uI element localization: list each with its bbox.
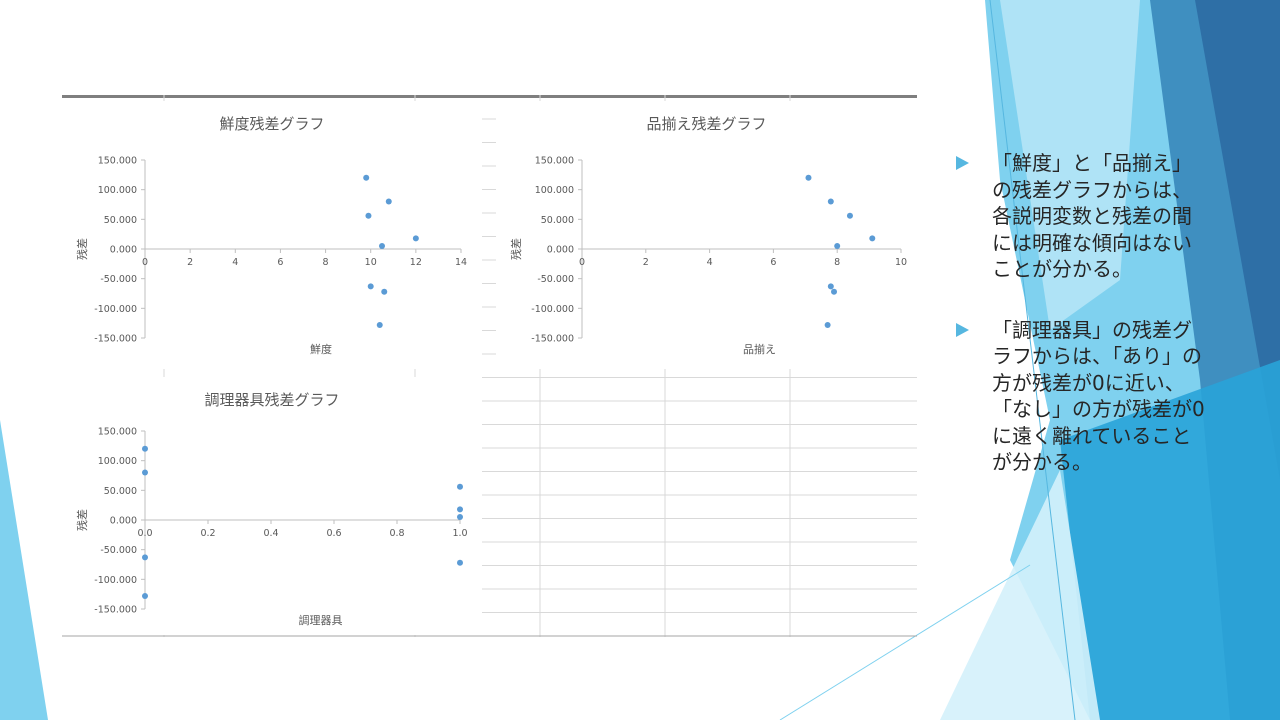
data-point (385, 198, 392, 205)
data-point (379, 243, 385, 250)
chart-title: 調理器具残差グラフ (204, 391, 340, 409)
x-axis-title: 調理器具 (299, 613, 343, 627)
data-point (457, 559, 463, 566)
x-tick-label: 0.0 (137, 528, 152, 539)
y-tick-label: -50.000 (100, 545, 137, 556)
y-tick-label: 150.000 (98, 156, 137, 167)
data-point (827, 283, 834, 290)
x-tick-label: 0.4 (263, 528, 278, 539)
x-tick-label: 6 (770, 257, 776, 268)
y-tick-label: 100.000 (98, 456, 137, 467)
triangle-bullet-icon (956, 156, 969, 170)
x-tick-label: 8 (323, 257, 329, 268)
y-tick-label: 100.000 (98, 185, 137, 196)
y-tick-label: 0.000 (110, 245, 137, 256)
x-tick-label: 14 (455, 257, 467, 268)
data-point (142, 469, 148, 476)
y-tick-label: 150.000 (535, 156, 574, 167)
data-point (834, 243, 841, 250)
x-axis-title: 鮮度 (310, 342, 332, 356)
data-point (457, 483, 463, 490)
decor-shape-left (0, 420, 48, 720)
chart-plot: 150.000 100.000 50.000 0.000 -50.000 -100.000… (75, 427, 468, 628)
x-tick-label: 8 (834, 257, 840, 268)
data-point (412, 235, 419, 242)
y-tick-label: 50.000 (104, 486, 137, 497)
data-point (142, 445, 148, 452)
x-tick-label: 0.8 (389, 528, 404, 539)
y-tick-label: -100.000 (531, 304, 574, 315)
data-point (142, 554, 148, 561)
x-tick-label: 4 (232, 257, 238, 268)
x-tick-label: 2 (187, 257, 193, 268)
y-tick-label: -50.000 (537, 274, 574, 285)
x-tick-label: 0.2 (200, 528, 215, 539)
data-point (367, 283, 374, 290)
decor-shape-pale (1000, 0, 1140, 330)
decor-shape-mid (1060, 360, 1280, 720)
y-tick-label: -100.000 (94, 304, 137, 315)
x-tick-label: 10 (365, 257, 377, 268)
x-tick-label: 0.6 (326, 528, 341, 539)
cookware-residual-chart[interactable]: 調理器具残差グラフ 150.000 100.000 50.000 0.000 -50.0… (62, 377, 482, 635)
bullet-text: 「調理器具」の残差グラフからは、「あり」の方が残差が0に近い、「なし」の方が残差… (992, 317, 1205, 475)
assortment-residual-chart[interactable]: 品揃え残差グラフ 150.000 100.000 50.000 0.000 -50.00… (496, 101, 917, 369)
data-point (363, 174, 370, 181)
data-point (846, 212, 853, 219)
x-tick-label: 2 (643, 257, 649, 268)
bullet-item: 「調理器具」の残差グラフからは、「あり」の方が残差が0に近い、「なし」の方が残差… (956, 317, 1206, 476)
x-tick-label: 1.0 (452, 528, 467, 539)
y-tick-label: -150.000 (94, 605, 137, 616)
triangle-bullet-icon (956, 322, 969, 337)
bullet-item: 「鮮度」と「品揃え」の残差グラフからは、各説明変数と残差の間には明確な傾向はない… (956, 150, 1206, 283)
data-point (457, 506, 463, 513)
data-point (805, 174, 812, 181)
decor-shape-darkest (1195, 0, 1280, 480)
data-point (365, 212, 372, 219)
x-axis-title: 品揃え (743, 343, 776, 356)
decor-line (989, 0, 1076, 720)
y-tick-label: 50.000 (541, 215, 574, 226)
chart-title: 品揃え残差グラフ (646, 115, 767, 133)
y-tick-label: -50.000 (100, 274, 137, 285)
spreadsheet-area: 鮮度残差グラフ 150.000 100.000 50.000 0.000 -50.000… (62, 95, 917, 637)
decor-shape-bottom (940, 470, 1100, 720)
x-tick-label: 12 (410, 257, 422, 268)
chart-plot: 150.000 100.000 50.000 0.000 -50.000 -100.000… (509, 156, 907, 357)
y-tick-label: 0.000 (547, 245, 574, 256)
x-tick-label: 0 (142, 257, 148, 268)
y-tick-label: 150.000 (98, 427, 137, 438)
bullet-text: 「鮮度」と「品揃え」の残差グラフからは、各説明変数と残差の間には明確な傾向はない… (992, 151, 1192, 281)
bullet-list: 「鮮度」と「品揃え」の残差グラフからは、各説明変数と残差の間には明確な傾向はない… (956, 150, 1206, 510)
data-point (824, 321, 831, 328)
x-tick-label: 10 (895, 257, 907, 268)
y-tick-label: -150.000 (531, 334, 574, 345)
data-point (142, 592, 148, 599)
chart-plot: 150.000 100.000 50.000 0.000 -50.000 -100.000… (75, 156, 467, 357)
y-tick-label: 100.000 (535, 185, 574, 196)
y-axis-title: 残差 (75, 509, 89, 531)
x-tick-label: 6 (277, 257, 283, 268)
data-point (827, 198, 834, 205)
data-point (381, 288, 388, 295)
data-point (869, 235, 876, 242)
data-point (457, 514, 463, 521)
decor-line (779, 564, 1031, 720)
x-tick-label: 4 (707, 257, 713, 268)
y-tick-label: -100.000 (94, 575, 137, 586)
y-axis-title: 残差 (509, 238, 523, 260)
chart-title: 鮮度残差グラフ (219, 115, 325, 133)
y-tick-label: 0.000 (110, 516, 137, 527)
freshness-residual-chart[interactable]: 鮮度残差グラフ 150.000 100.000 50.000 0.000 -50.000… (62, 101, 482, 369)
data-point (376, 321, 383, 328)
y-tick-label: -150.000 (94, 334, 137, 345)
data-point (831, 288, 838, 295)
x-tick-label: 0 (579, 257, 585, 268)
y-tick-label: 50.000 (104, 215, 137, 226)
y-axis-title: 残差 (75, 238, 89, 260)
